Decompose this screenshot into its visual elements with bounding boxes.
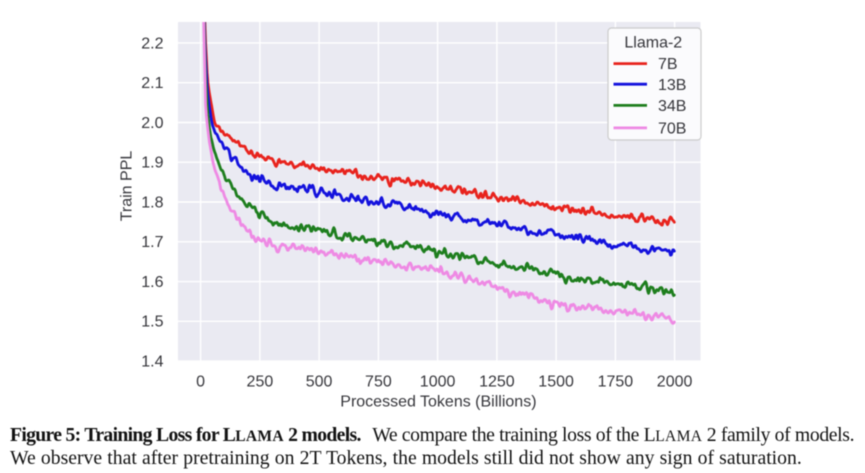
svg-text:1.8: 1.8	[141, 194, 163, 211]
svg-text:7B: 7B	[658, 56, 678, 73]
svg-text:1.7: 1.7	[141, 234, 163, 251]
svg-text:1250: 1250	[479, 374, 515, 391]
svg-text:Llama-2: Llama-2	[624, 35, 682, 52]
svg-text:1.6: 1.6	[141, 274, 163, 291]
svg-text:Train PPL: Train PPL	[119, 151, 136, 222]
svg-text:70B: 70B	[658, 121, 686, 138]
svg-text:1500: 1500	[538, 374, 574, 391]
svg-text:13B: 13B	[658, 77, 686, 94]
svg-text:0: 0	[196, 374, 205, 391]
svg-text:500: 500	[306, 374, 333, 391]
svg-text:1.5: 1.5	[141, 314, 163, 331]
svg-text:1000: 1000	[420, 374, 456, 391]
svg-text:1750: 1750	[598, 374, 634, 391]
svg-text:2.1: 2.1	[141, 75, 163, 92]
svg-text:34B: 34B	[658, 98, 686, 115]
svg-text:750: 750	[365, 374, 392, 391]
svg-text:2000: 2000	[657, 374, 693, 391]
svg-text:Processed Tokens (Billions): Processed Tokens (Billions)	[340, 394, 536, 411]
svg-text:250: 250	[247, 374, 274, 391]
svg-text:2.2: 2.2	[141, 35, 163, 52]
svg-text:1.4: 1.4	[141, 354, 163, 371]
svg-text:2.0: 2.0	[141, 115, 163, 132]
svg-text:1.9: 1.9	[141, 155, 163, 172]
